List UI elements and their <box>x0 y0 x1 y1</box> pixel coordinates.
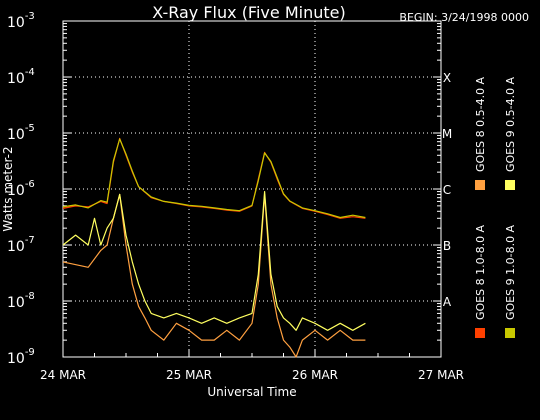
legend-swatch <box>505 328 515 338</box>
x-tick-label: 27 MAR <box>418 368 464 382</box>
x-tick-label: 25 MAR <box>166 368 212 382</box>
series-lines <box>62 137 366 358</box>
legend-label: GOES 8 0.5-4.0 A <box>474 76 487 172</box>
flare-class-label: B <box>443 239 451 253</box>
x-tick-label: 26 MAR <box>292 368 338 382</box>
legend-swatch <box>475 180 485 190</box>
flare-class-label: C <box>443 183 451 197</box>
chart-title: X-Ray Flux (Five Minute) <box>152 3 345 22</box>
flare-class-label: A <box>443 295 452 309</box>
y-tick-label: 10-4 <box>7 67 35 87</box>
series-line <box>62 137 366 219</box>
legend-label: GOES 9 1.0-8.0 A <box>504 224 517 320</box>
y-axis: 10-9 10-8 10-7 10-6 10-5 10-4 10-3 <box>7 11 441 367</box>
series-line <box>62 191 366 331</box>
y-tick-label: 10-7 <box>7 235 35 255</box>
x-axis: 24 MAR 25 MAR 26 MAR 27 MAR <box>40 349 464 382</box>
y-tick-label: 10-8 <box>7 291 35 311</box>
y-axis-label: Watts meter-2 <box>1 146 15 231</box>
grid-lines <box>63 21 441 357</box>
legend-swatch <box>505 180 515 190</box>
legend-label: GOES 8 1.0-8.0 A <box>474 224 487 320</box>
y-tick-label: 10-5 <box>7 123 35 143</box>
legend: GOES 8 1.0-8.0 A GOES 8 0.5-4.0 A GOES 9 1… <box>474 76 517 338</box>
flare-class-label: X <box>443 71 451 85</box>
y-tick-label: 10-3 <box>7 11 35 31</box>
series-line <box>62 193 366 358</box>
series-line <box>62 138 366 219</box>
begin-label: BEGIN: 3/24/1998 0000 <box>399 11 529 24</box>
x-axis-label: Universal Time <box>207 385 296 399</box>
x-tick-label: 24 MAR <box>40 368 86 382</box>
y-tick-label: 10-6 <box>7 179 35 199</box>
flare-class-label: M <box>442 127 452 141</box>
y-tick-label: 10-9 <box>7 347 35 367</box>
legend-swatch <box>475 328 485 338</box>
flare-class-axis: A B C M X <box>442 71 452 309</box>
legend-label: GOES 9 0.5-4.0 A <box>504 76 517 172</box>
